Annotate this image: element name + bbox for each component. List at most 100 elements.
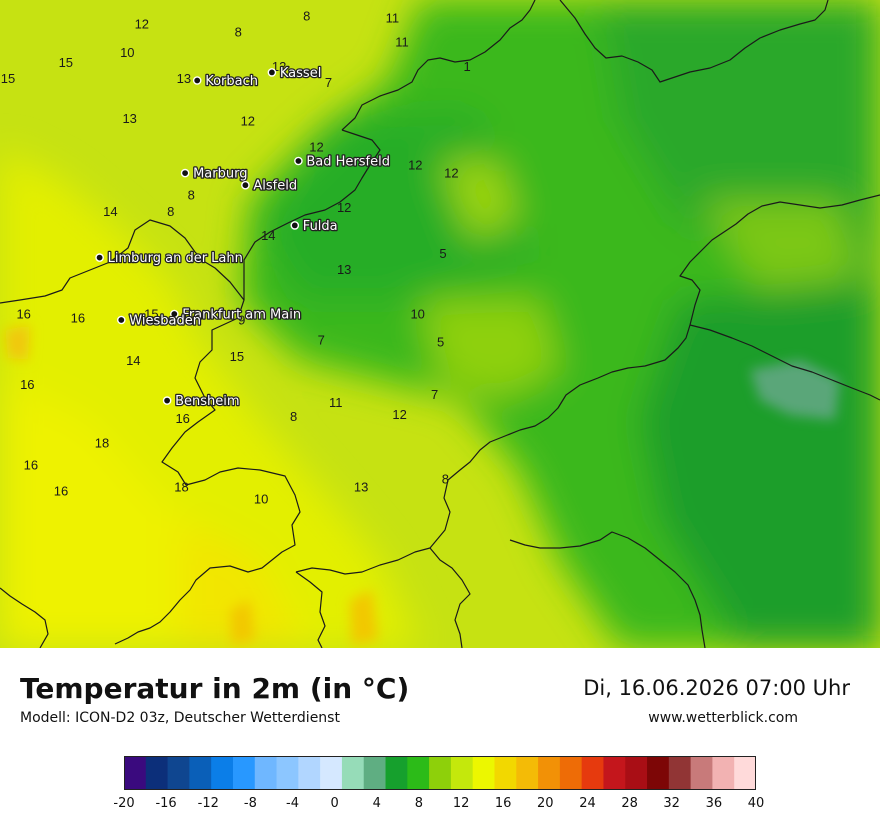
- city-fulda[interactable]: Fulda: [290, 218, 339, 235]
- state-borders: [0, 0, 880, 648]
- colorbar-swatch: [211, 756, 234, 790]
- city-label: Frankfurt am Main: [182, 308, 301, 323]
- colorbar-swatch: [603, 756, 626, 790]
- colorbar-swatch: [385, 756, 408, 790]
- temperature-label: 7: [318, 333, 325, 348]
- temperature-label: 15: [144, 307, 158, 322]
- temperature-label: 16: [20, 377, 34, 392]
- colorbar-tick-label: 36: [705, 796, 723, 811]
- city-bensheim[interactable]: Bensheim: [162, 393, 241, 410]
- colorbar-swatch: [254, 756, 277, 790]
- colorbar-swatch: [516, 756, 539, 790]
- temperature-label: 11: [395, 35, 409, 50]
- temperature-label: 12: [241, 113, 255, 128]
- colorbar-tick-label: 20: [537, 796, 554, 811]
- city-frankfurt-am-main[interactable]: Frankfurt am Main: [169, 306, 302, 324]
- colorbar-swatch: [189, 756, 212, 790]
- temperature-label: 8: [235, 25, 242, 40]
- temperature-label: 10: [254, 492, 268, 507]
- temperature-label: 12: [444, 166, 458, 181]
- city-alsfeld[interactable]: Alsfeld: [241, 177, 298, 195]
- temperature-label: 13: [337, 262, 351, 277]
- colorbar-tick-label: 28: [621, 796, 638, 811]
- temperature-label: 11: [386, 11, 400, 26]
- colorbar-tick-label: 4: [372, 796, 381, 811]
- temperature-label: 13: [177, 71, 191, 86]
- city-dot-icon: [117, 315, 126, 325]
- city-markers: Kassel Korbach Bad Hersfeld Marburg Alsfeld F…: [95, 65, 391, 410]
- city-dot-icon: [169, 309, 179, 319]
- city-dot-icon: [294, 156, 303, 166]
- colorbar-tick-label: -8: [243, 796, 257, 811]
- colorbar-tick-label: 24: [579, 796, 596, 811]
- colorbar-tick-label: -4: [286, 796, 299, 811]
- colorbar-tick-label: 40: [747, 796, 765, 811]
- temperature-label: 9: [238, 313, 245, 328]
- colorbar-tick-label: 16: [494, 796, 512, 811]
- colorbar-ticks: -20 -16 -12 -8 -4 0 4 8 12 16 20 24 28 32 36 40: [100, 796, 780, 816]
- colorbar-swatch: [494, 756, 517, 790]
- colorbar-swatch: [320, 756, 343, 790]
- colorbar-swatch: [298, 756, 321, 790]
- temperature-label: 18: [174, 480, 188, 495]
- colorbar-swatch: [559, 756, 583, 790]
- city-label: Limburg an der Lahn: [108, 251, 243, 266]
- colorbar-tick-label: -16: [155, 796, 177, 811]
- city-korbach[interactable]: Korbach: [192, 73, 259, 90]
- colorbar-swatch: [145, 756, 168, 790]
- city-bad-hersfeld[interactable]: Bad Hersfeld: [294, 153, 391, 171]
- city-dot-icon: [95, 253, 104, 262]
- temperature-label: 18: [95, 435, 109, 450]
- colorbar-swatch: [647, 756, 670, 790]
- temperature-label: 10: [120, 45, 134, 60]
- city-limburg-an-der-lahn[interactable]: Limburg an der Lahn: [95, 250, 244, 267]
- website-link[interactable]: www.wetterblick.com: [648, 710, 798, 726]
- colorbar-tick-label: -20: [113, 796, 135, 811]
- legend-footer: Temperatur in 2m (in °C) Modell: ICON-D2…: [0, 648, 880, 830]
- temperature-label: 14: [126, 353, 140, 368]
- colorbar-swatch: [124, 756, 147, 790]
- city-label: Alsfeld: [253, 179, 297, 194]
- temperature-label: 8: [167, 204, 174, 219]
- city-wiesbaden[interactable]: Wiesbaden: [117, 312, 202, 330]
- city-marburg[interactable]: Marburg: [180, 165, 249, 183]
- colorbar-swatch: [450, 756, 474, 790]
- temperature-label: 12: [337, 200, 351, 215]
- city-label: Bensheim: [175, 394, 239, 409]
- colorbar-frame: [124, 756, 756, 790]
- temperature-label: 5: [437, 335, 444, 350]
- forecast-datetime: Di, 16.06.2026 07:00 Uhr: [583, 676, 850, 700]
- colorbar-swatch: [734, 756, 756, 790]
- city-dot-icon: [241, 180, 250, 190]
- city-dot-icon: [290, 221, 300, 230]
- city-kassel[interactable]: Kassel: [267, 65, 323, 82]
- temperature-label: 8: [188, 188, 195, 203]
- temperature-label: 1: [463, 59, 470, 74]
- temperature-label: 8: [290, 409, 297, 424]
- city-label: Fulda: [303, 219, 338, 234]
- temperature-label: 8: [442, 472, 449, 487]
- city-label: Wiesbaden: [129, 314, 201, 329]
- temperature-label: 7: [431, 387, 438, 402]
- city-dot-icon: [162, 396, 172, 405]
- city-dot-icon: [267, 68, 277, 77]
- temperature-label: 14: [261, 228, 275, 243]
- colorbar-tick-label: 12: [452, 796, 470, 811]
- colorbar-tick-label: 32: [663, 796, 680, 811]
- colorbar-swatch: [668, 756, 692, 790]
- colorbar-swatch: [167, 756, 190, 790]
- temperature-label: 13: [354, 480, 368, 495]
- temperature-label: 16: [24, 458, 38, 473]
- city-dot-icon: [180, 168, 190, 178]
- model-info: Modell: ICON-D2 03z, Deutscher Wetterdie…: [20, 710, 340, 726]
- temperature-label: 15: [1, 71, 15, 86]
- city-label: Bad Hersfeld: [306, 155, 390, 170]
- city-label: Marburg: [193, 167, 247, 182]
- temperature-label: 10: [410, 307, 424, 322]
- city-label: Korbach: [205, 74, 258, 89]
- colorbar-tick-label: 0: [330, 796, 339, 811]
- temperature-label: 12: [309, 139, 323, 154]
- temperature-label: 14: [103, 204, 117, 219]
